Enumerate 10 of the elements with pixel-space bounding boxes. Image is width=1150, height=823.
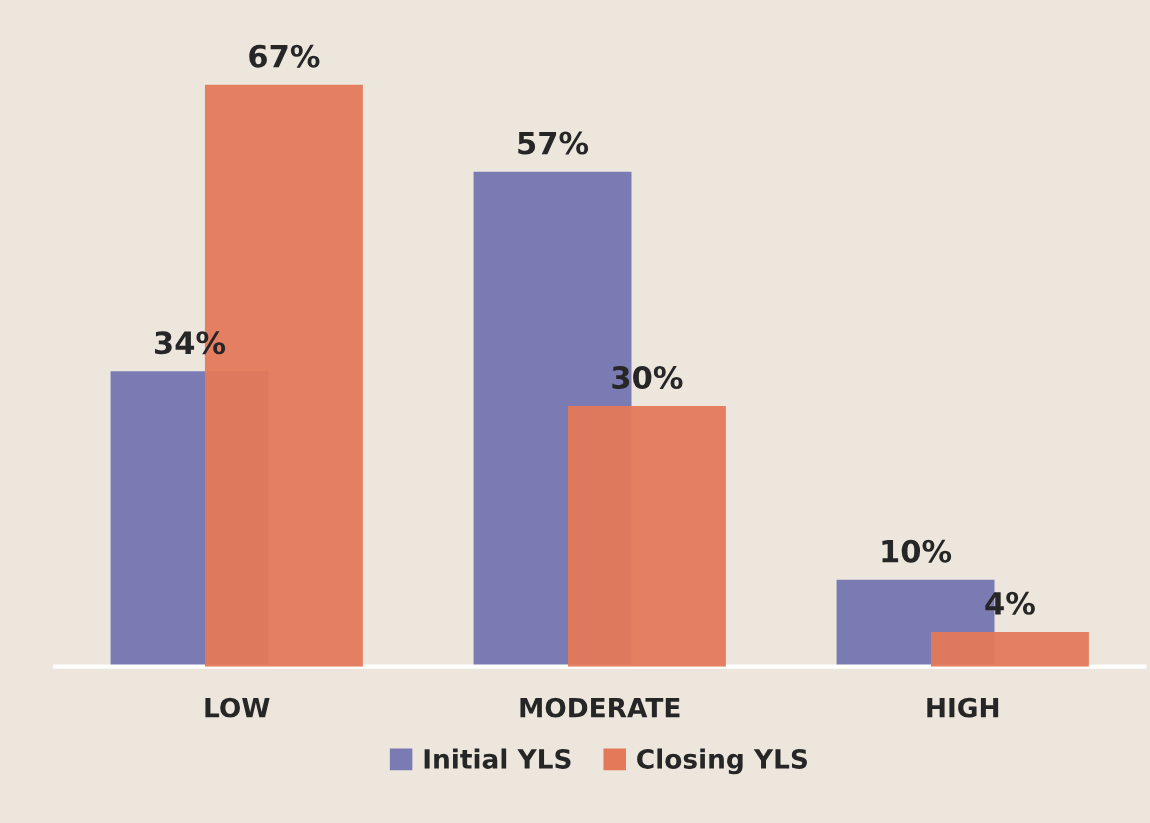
legend-label: Initial YLS [424,748,571,769]
legend-label: Closing YLS [637,748,807,775]
x-tick-label: HIGH [927,697,999,718]
x-tick-label: MODERATE [520,697,680,718]
bar [930,631,1089,667]
x-tick-label: LOW [205,697,270,718]
bar [567,406,726,667]
data-label: 57% [518,131,589,155]
data-label: 67% [249,44,320,68]
data-label: 10% [882,539,952,563]
